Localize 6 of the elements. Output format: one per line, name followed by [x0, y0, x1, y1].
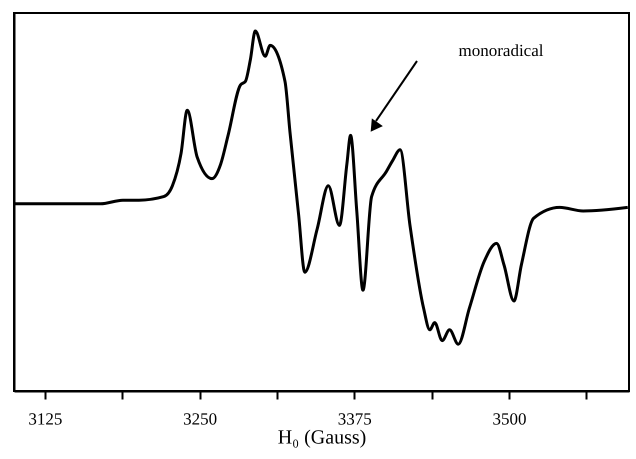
- x-tick-label: 3375: [338, 410, 372, 428]
- x-tick-label: 3125: [28, 410, 62, 428]
- x-tick-label: 3250: [183, 410, 218, 428]
- x-axis-title: H₀ (Gauss): [278, 426, 366, 448]
- x-tick-label: 3500: [492, 410, 526, 428]
- annotation: monoradical: [458, 41, 544, 60]
